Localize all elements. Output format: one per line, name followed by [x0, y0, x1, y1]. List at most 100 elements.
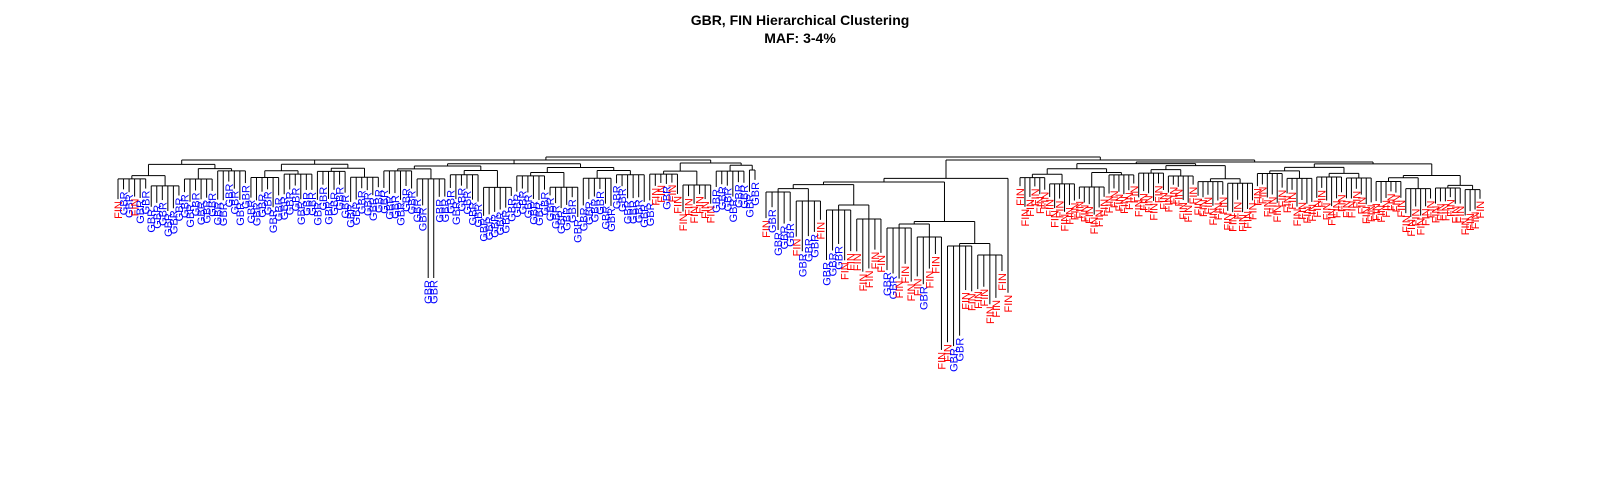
leaf-label: GBR: [717, 186, 729, 210]
leaf-label: GBR: [368, 197, 380, 221]
leaf-label: GBR: [456, 188, 468, 212]
leaf-label: FIN: [1371, 203, 1383, 221]
leaf-label: FIN: [1406, 219, 1418, 237]
leaf-label: GBR: [728, 198, 740, 222]
leaf-label: GBR: [301, 192, 313, 216]
leaf-label: FIN: [1040, 192, 1052, 210]
leaf-label: FIN: [1079, 204, 1091, 222]
leaf-label: FIN: [1475, 201, 1487, 219]
leaf-label: GBR: [213, 202, 225, 226]
leaf-label: FIN: [943, 344, 955, 362]
leaf-label: GBR: [473, 204, 485, 228]
dendrogram-leaf-labels: FINGBRGBRFINGBRGBRGBRGBRGBRGBRGBRGBRGBRG…: [113, 182, 1487, 372]
leaf-label: FIN: [1129, 186, 1141, 204]
leaf-label: GBR: [578, 207, 590, 231]
leaf-label: FIN: [1074, 201, 1086, 219]
leaf-label: FIN: [1470, 211, 1482, 229]
leaf-label: FIN: [1426, 200, 1438, 218]
leaf-label: FIN: [961, 292, 973, 310]
leaf-label: FIN: [1312, 200, 1324, 218]
leaf-label: GBR: [451, 201, 463, 225]
leaf-label: GBR: [168, 210, 180, 234]
leaf-label: FIN: [1153, 185, 1165, 203]
leaf-label: FIN: [1297, 202, 1309, 220]
leaf-label: FIN: [1257, 186, 1269, 204]
leaf-label: FIN: [1262, 199, 1274, 217]
leaf-label: FIN: [1411, 208, 1423, 226]
leaf-label: GBR: [540, 192, 552, 216]
leaf-label: GBR: [803, 238, 815, 262]
leaf-label: FIN: [1213, 202, 1225, 220]
leaf-label: FIN: [870, 252, 882, 270]
leaf-label: FIN: [1203, 197, 1215, 215]
leaf-label: GBR: [346, 204, 358, 228]
leaf-label: FIN: [1134, 199, 1146, 217]
leaf-label: GBR: [628, 200, 640, 224]
leaf-label: GBR: [124, 194, 136, 218]
leaf-label: FIN: [985, 306, 997, 324]
leaf-label: FIN: [1188, 187, 1200, 205]
leaf-label: FIN: [672, 196, 684, 214]
leaf-label: FIN: [1050, 210, 1062, 228]
leaf-label: GBR: [373, 189, 385, 213]
chart-title: GBR, FIN Hierarchical Clustering: [691, 12, 910, 28]
leaf-label: GBR: [888, 275, 900, 299]
leaf-label: GBR: [146, 209, 158, 233]
leaf-label: GBR: [412, 199, 424, 223]
leaf-label: GBR: [445, 190, 457, 214]
leaf-label: GBR: [119, 191, 131, 215]
leaf-label: FIN: [1351, 191, 1363, 209]
leaf-label: GBR: [468, 202, 480, 226]
leaf-label: GBR: [218, 202, 230, 226]
leaf-label: GBR: [739, 185, 751, 209]
leaf-label: FIN: [761, 220, 773, 238]
leaf-label: GBR: [528, 201, 540, 225]
leaf-label: FIN: [997, 273, 1009, 291]
leaf-label: GBR: [828, 252, 840, 276]
leaf-label: FIN: [650, 188, 662, 206]
leaf-label: FIN: [1233, 202, 1245, 220]
leaf-label: GBR: [384, 196, 396, 220]
leaf-label: GBR: [809, 234, 821, 258]
leaf-label: GBR: [545, 197, 557, 221]
leaf-label: GBR: [423, 280, 435, 304]
leaf-label: FIN: [858, 274, 870, 292]
leaf-label: FIN: [1243, 211, 1255, 229]
leaf-label: FIN: [1252, 188, 1264, 206]
leaf-label: FIN: [1460, 217, 1472, 235]
leaf-label: GBR: [551, 205, 563, 229]
dendrogram-branches: [117, 156, 1481, 350]
leaf-label: FIN: [1396, 200, 1408, 218]
leaf-label: FIN: [1139, 193, 1151, 211]
leaf-label: FIN: [1282, 195, 1294, 213]
leaf-label: GBR: [589, 198, 601, 222]
leaf-label: GBR: [401, 188, 413, 212]
leaf-label: FIN: [684, 198, 696, 216]
leaf-label: FIN: [1450, 206, 1462, 224]
leaf-label: GBR: [562, 207, 574, 231]
leaf-label: FIN: [1322, 203, 1334, 221]
leaf-label: GBR: [257, 194, 269, 218]
leaf-label: GBR: [307, 192, 319, 216]
leaf-label: GBR: [606, 208, 618, 232]
leaf-label: FIN: [1337, 194, 1349, 212]
leaf-label: FIN: [1035, 196, 1047, 214]
leaf-label: FIN: [695, 196, 707, 214]
leaf-label: FIN: [1003, 295, 1015, 313]
leaf-label: GBR: [418, 207, 430, 231]
leaf-label: FIN: [1084, 206, 1096, 224]
leaf-label: FIN: [1366, 204, 1378, 222]
leaf-label: GBR: [623, 200, 635, 224]
leaf-label: FIN: [1055, 201, 1067, 219]
leaf-label: FIN: [1307, 204, 1319, 222]
leaf-label: FIN: [1391, 195, 1403, 213]
leaf-label: GBR: [612, 185, 624, 209]
leaf-label: GBR: [141, 191, 153, 215]
leaf-label: GBR: [157, 202, 169, 226]
leaf-label: GBR: [229, 191, 241, 215]
leaf-label: GBR: [335, 187, 347, 211]
leaf-label: FIN: [930, 256, 942, 274]
leaf-label: GBR: [224, 184, 236, 208]
leaf-label: FIN: [1168, 187, 1180, 205]
leaf-label: GBR: [661, 186, 673, 210]
